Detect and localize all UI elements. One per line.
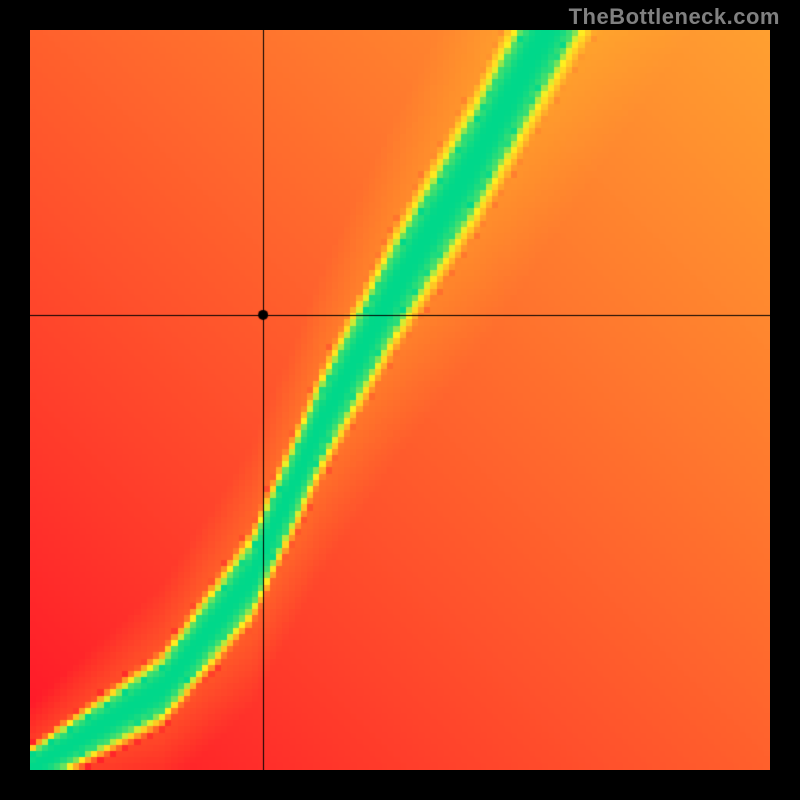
root: TheBottleneck.com	[0, 0, 800, 800]
bottleneck-heatmap	[30, 30, 770, 770]
watermark-text: TheBottleneck.com	[569, 4, 780, 30]
